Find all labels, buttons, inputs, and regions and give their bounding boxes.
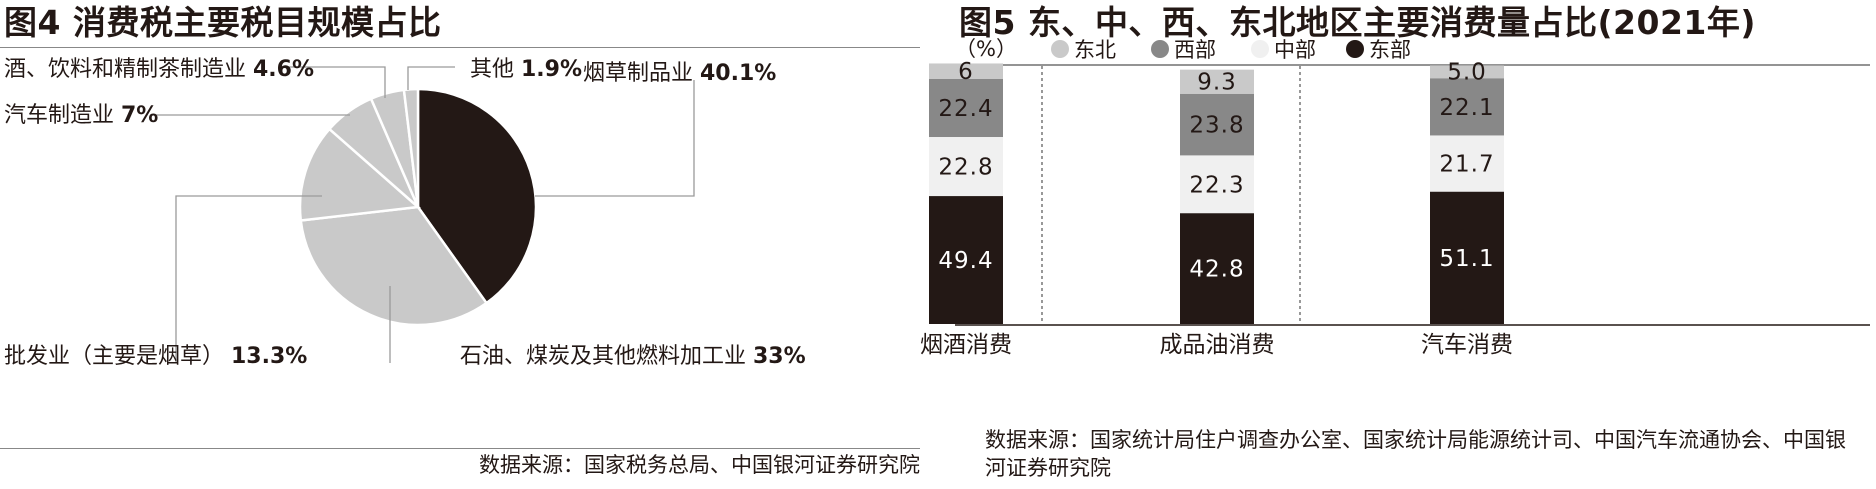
pie-slice-label: 批发业（主要是烟草） 13.3% [4, 344, 307, 369]
bar-value-label: 23.8 [1189, 113, 1244, 139]
legend-label: 西部 [1174, 38, 1216, 62]
bar-legend: （%） 东北 西部 中部 东部 [955, 37, 1411, 62]
legend-label: 东部 [1369, 38, 1411, 62]
pie-footer-rule [0, 448, 920, 449]
legend-label: 中部 [1274, 38, 1316, 62]
bar-source-note: 数据来源：国家统计局住户调查办公室、国家统计局能源统计司、中国汽车流通协会、中国… [985, 428, 1846, 480]
pie-slice-label: 其他 1.9% [470, 57, 582, 82]
legend-swatch [1346, 40, 1364, 58]
bar-chart-panel: 图5 东、中、西、东北地区主要消费量占比(2021年) （%） 东北 西部 中部 东部 4… [920, 0, 1876, 489]
pie-chart-title: 图4 消费税主要税目规模占比 [4, 3, 442, 42]
category-label: 成品油消费 [1160, 332, 1275, 358]
pie-slice [299, 205, 489, 327]
bar-value-label: 22.3 [1189, 172, 1244, 198]
pie-leader-line [535, 80, 695, 197]
legend-unit: （%） [955, 37, 1017, 61]
pie-slice-label: 烟草制品业 40.1% [583, 61, 776, 86]
pie-slice [416, 87, 538, 305]
bar-value-label: 42.8 [1189, 257, 1244, 283]
category-label: 汽车消费 [1421, 332, 1513, 358]
bar-value-label: 22.8 [938, 155, 993, 181]
bar-segment [1430, 191, 1504, 324]
pie-leader-lines [150, 66, 695, 363]
bar-value-label: 22.4 [938, 96, 993, 122]
pie-title-rule [0, 47, 920, 48]
bar-segment [1180, 69, 1254, 94]
bar-value-label: 22.1 [1439, 95, 1494, 121]
stacked-bar-chart: （%） 东北 西部 中部 东部 49.4 22.8 22.4 6 42.8 22.3 23.8 9.3 5… [920, 37, 1870, 358]
pie-slice-label: 汽车制造业 7% [4, 103, 158, 128]
pie-slice [402, 87, 420, 208]
bar-value-label: 9.3 [1197, 70, 1237, 96]
bar-segment [929, 78, 1003, 138]
bar-segment [1180, 155, 1254, 214]
bars: 49.4 22.8 22.4 6 42.8 22.3 23.8 9.3 51.1 21.7 22.1… [929, 59, 1504, 324]
pie-source-note: 数据来源：国家税务总局、中国银河证券研究院 [479, 453, 920, 477]
pie-slice [298, 127, 421, 222]
bar-segment [929, 196, 1003, 324]
pie-leader-line [407, 66, 455, 90]
legend-swatch [1051, 40, 1069, 58]
bar-segment [1180, 93, 1254, 156]
pie-slice-label: 石油、煤炭及其他燃料加工业 33% [460, 344, 806, 369]
bar-segment [1180, 213, 1254, 324]
category-label: 烟酒消费 [920, 332, 1012, 358]
pie-slices [298, 87, 538, 327]
bar-segment [1430, 135, 1504, 192]
pie-chart: 烟草制品业 40.1% 石油、煤炭及其他燃料加工业 33% 批发业（主要是烟草） 1… [4, 57, 806, 369]
bar-segment [929, 63, 1003, 79]
bar-value-label: 5.0 [1447, 60, 1487, 86]
bar-segment [929, 137, 1003, 197]
bar-segment [1430, 65, 1504, 79]
bar-value-label: 49.4 [938, 248, 993, 274]
legend-swatch [1151, 40, 1169, 58]
bar-chart-title: 图5 东、中、西、东北地区主要消费量占比(2021年) [959, 3, 1756, 42]
pie-slice-label: 酒、饮料和精制茶制造业 4.6% [4, 57, 314, 82]
bar-value-label: 21.7 [1439, 152, 1494, 178]
bar-segment [1430, 78, 1504, 136]
pie-leader-line [175, 195, 322, 363]
legend-swatch [1251, 40, 1269, 58]
bar-value-label: 51.1 [1439, 246, 1494, 272]
legend-label: 东北 [1074, 38, 1116, 62]
pie-leader-line [280, 66, 386, 98]
pie-chart-panel: 图4 消费税主要税目规模占比 烟草制品业 40.1% 石油、煤炭及其他燃料加工业 … [0, 0, 930, 489]
bar-value-label: 6 [958, 59, 974, 85]
